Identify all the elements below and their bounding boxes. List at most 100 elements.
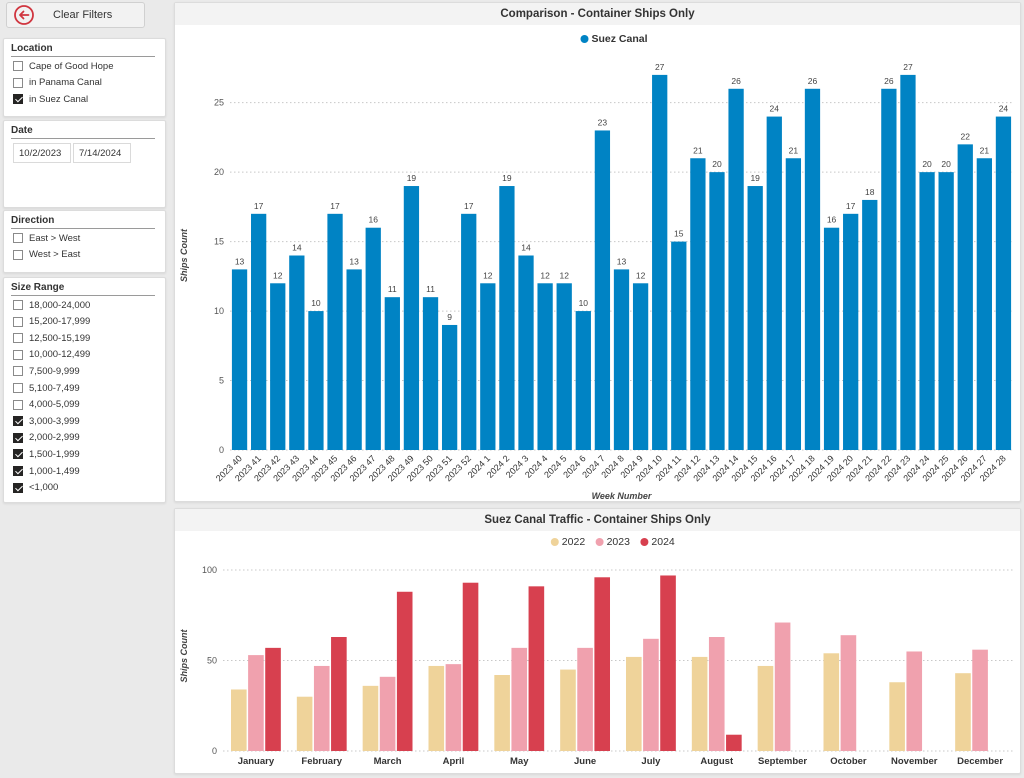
size-range-option-label: 10,000-12,499 [29,349,91,361]
checked-checkbox-icon[interactable] [13,482,23,493]
checked-checkbox-icon[interactable] [13,449,23,460]
legend-swatch [640,538,649,546]
location-slicer: Location Cape of Good Hope in Panama Cana… [3,38,166,117]
size-range-option-label: 1,000-1,499 [29,465,80,477]
unchecked-checkbox-icon[interactable] [13,383,23,393]
size-range-option-label: 18,000-24,000 [29,299,91,311]
bar [840,635,857,751]
x-tick-label: November [891,756,938,767]
data-label: 23 [598,117,608,127]
bar [632,283,649,450]
bar [804,88,821,451]
data-label: 10 [579,298,589,308]
size-range-option[interactable]: <1,000 [13,481,58,495]
x-tick-label: October [830,756,867,767]
bar [594,130,611,450]
size-range-option-label: 7,500-9,999 [29,365,80,377]
y-axis-label: Ships Count [179,228,189,282]
location-option[interactable]: in Panama Canal [13,76,102,90]
unchecked-checkbox-icon[interactable] [13,61,23,71]
location-option[interactable]: Cape of Good Hope [13,59,114,73]
unchecked-checkbox-icon[interactable] [13,77,23,88]
size-range-option[interactable]: 12,500-15,199 [13,331,90,345]
checked-checkbox-icon[interactable] [13,416,23,427]
bar [728,88,744,451]
legend: 2022 2023 2024 [550,536,675,548]
date-slicer: Date 10/2/2023 7/14/2024 [3,120,166,208]
bar [594,577,611,751]
bar [560,669,576,751]
x-tick-label: February [301,756,342,767]
direction-option[interactable]: East > West [13,231,80,245]
size-range-option[interactable]: 2,000-2,999 [13,431,80,445]
bar [577,647,593,751]
y-tick-label: 100 [202,565,217,575]
bar [462,582,479,751]
size-range-option[interactable]: 1,500-1,999 [13,447,80,461]
bar [296,696,313,751]
size-range-slicer: Size Range 18,000-24,000 15,200-17,999 12,… [3,277,166,503]
bar [691,656,708,751]
unchecked-checkbox-icon[interactable] [13,333,23,344]
data-label: 12 [636,270,646,280]
checked-checkbox-icon[interactable] [13,466,23,476]
size-range-option-label: 1,500-1,999 [29,448,80,460]
bar [231,269,248,450]
size-range-option[interactable]: 3,000-3,999 [13,414,80,428]
size-range-option[interactable]: 15,200-17,999 [13,315,90,329]
data-label: 24 [999,104,1009,114]
y-tick-label: 15 [214,237,224,247]
direction-option[interactable]: West > East [13,248,80,262]
data-label: 13 [617,256,627,266]
data-label: 27 [655,62,665,72]
data-label: 14 [521,243,531,253]
size-range-option-label: 4,000-5,099 [29,399,80,411]
bar [511,647,528,751]
x-tick-label: September [758,756,807,767]
bar [881,88,897,451]
end-date-input[interactable]: 7/14/2024 [73,143,131,163]
bar [556,283,572,450]
bar [575,311,591,450]
unchecked-checkbox-icon[interactable] [13,366,23,377]
x-tick-label: March [374,756,402,767]
unchecked-checkbox-icon[interactable] [13,300,23,310]
back-arrow-icon [14,5,34,25]
chart2-title: Suez Canal Traffic - Container Ships Onl… [175,509,1020,531]
bar [652,74,668,450]
data-label: 16 [368,215,378,225]
checked-checkbox-icon[interactable] [13,432,23,443]
unchecked-checkbox-icon[interactable] [13,399,23,410]
data-label: 15 [674,229,684,239]
unchecked-checkbox-icon[interactable] [13,316,23,327]
start-date-input[interactable]: 10/2/2023 [13,143,71,163]
size-range-option[interactable]: 18,000-24,000 [13,298,90,312]
bar [625,656,642,751]
bar [230,689,247,751]
size-range-option[interactable]: 5,100-7,499 [13,381,80,395]
bar [726,734,742,751]
monthly-traffic-chart: Suez Canal Traffic - Container Ships Onl… [174,508,1021,774]
bar [362,685,379,751]
size-range-option[interactable]: 4,000-5,099 [13,398,80,412]
y-tick-label: 0 [212,746,217,756]
bar [889,682,905,751]
unchecked-checkbox-icon[interactable] [13,233,23,243]
location-option[interactable]: in Suez Canal [13,92,88,106]
data-label: 21 [789,145,799,155]
location-slicer-title: Location [11,43,155,57]
y-tick-label: 0 [219,445,224,455]
unchecked-checkbox-icon[interactable] [13,349,23,360]
bar [671,241,687,450]
y-tick-label: 10 [214,306,224,316]
data-label: 12 [273,270,283,280]
location-option-label: in Suez Canal [29,93,89,105]
size-range-option[interactable]: 7,500-9,999 [13,364,80,378]
clear-filters-button[interactable]: Clear Filters [6,2,145,28]
unchecked-checkbox-icon[interactable] [13,249,23,260]
size-range-option[interactable]: 1,000-1,499 [13,464,80,478]
bar [708,637,725,751]
checked-checkbox-icon[interactable] [13,94,23,105]
size-range-option[interactable]: 10,000-12,499 [13,348,90,362]
bar [384,297,400,450]
